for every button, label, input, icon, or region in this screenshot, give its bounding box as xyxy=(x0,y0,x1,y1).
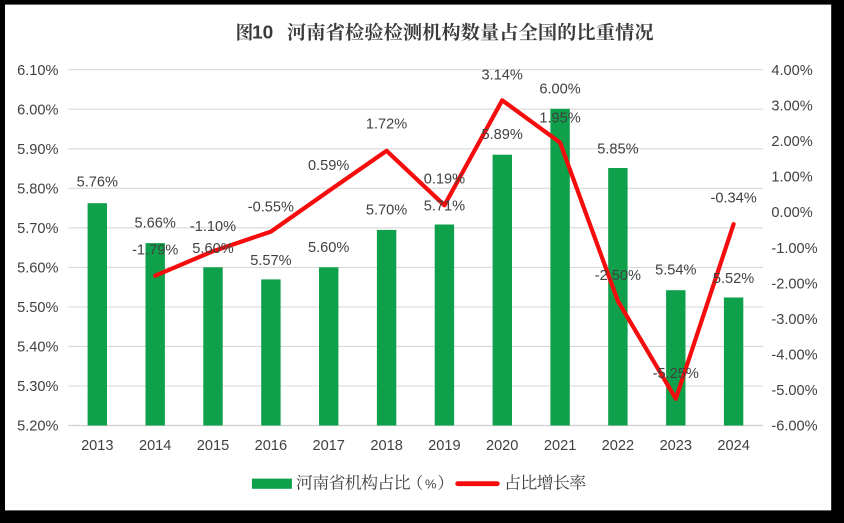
svg-text:5.76%: 5.76% xyxy=(77,175,118,191)
svg-text:-2.00%: -2.00% xyxy=(771,276,817,292)
svg-text:5.70%: 5.70% xyxy=(17,221,58,237)
svg-text:2013: 2013 xyxy=(81,438,113,454)
svg-text:-2.50%: -2.50% xyxy=(595,268,641,284)
svg-text:5.71%: 5.71% xyxy=(424,199,465,215)
svg-text:2019: 2019 xyxy=(428,438,460,454)
svg-text:0.19%: 0.19% xyxy=(424,172,465,188)
svg-text:0.00%: 0.00% xyxy=(771,205,812,221)
svg-text:5.40%: 5.40% xyxy=(17,340,58,356)
svg-text:2023: 2023 xyxy=(660,438,692,454)
svg-text:2015: 2015 xyxy=(197,438,229,454)
svg-text:6.00%: 6.00% xyxy=(17,102,58,118)
svg-text:5.80%: 5.80% xyxy=(17,182,58,198)
svg-text:10: 10 xyxy=(252,22,273,43)
svg-text:1.72%: 1.72% xyxy=(366,117,407,133)
svg-text:6.00%: 6.00% xyxy=(539,82,580,98)
svg-text:5.60%: 5.60% xyxy=(308,240,349,256)
svg-text:2014: 2014 xyxy=(139,438,171,454)
svg-text:%: % xyxy=(425,477,436,492)
svg-text:-0.55%: -0.55% xyxy=(248,200,294,216)
svg-text:5.57%: 5.57% xyxy=(250,253,291,269)
svg-text:-1.00%: -1.00% xyxy=(771,241,817,257)
svg-text:-5.00%: -5.00% xyxy=(771,383,817,399)
svg-text:3.00%: 3.00% xyxy=(771,99,812,115)
svg-text:5.20%: 5.20% xyxy=(17,419,58,435)
svg-text:-1.79%: -1.79% xyxy=(132,243,178,259)
svg-text:-1.10%: -1.10% xyxy=(190,219,236,235)
svg-text:2017: 2017 xyxy=(312,438,344,454)
svg-text:2.00%: 2.00% xyxy=(771,134,812,150)
svg-text:2024: 2024 xyxy=(717,438,749,454)
svg-text:0.59%: 0.59% xyxy=(308,158,349,174)
svg-text:5.30%: 5.30% xyxy=(17,379,58,395)
svg-text:-5.25%: -5.25% xyxy=(653,366,699,382)
svg-text:5.60%: 5.60% xyxy=(192,241,233,257)
svg-text:6.10%: 6.10% xyxy=(17,63,58,79)
svg-text:1.95%: 1.95% xyxy=(539,111,580,127)
svg-text:3.14%: 3.14% xyxy=(482,67,523,83)
svg-text:5.60%: 5.60% xyxy=(17,261,58,277)
svg-text:5.85%: 5.85% xyxy=(597,141,638,157)
svg-text:5.90%: 5.90% xyxy=(17,142,58,158)
svg-text:2021: 2021 xyxy=(544,438,576,454)
svg-text:5.66%: 5.66% xyxy=(135,216,176,232)
svg-text:-3.00%: -3.00% xyxy=(771,312,817,328)
svg-text:-0.34%: -0.34% xyxy=(710,190,756,206)
svg-text:5.50%: 5.50% xyxy=(17,300,58,316)
svg-text:2018: 2018 xyxy=(370,438,402,454)
svg-text:2020: 2020 xyxy=(486,438,518,454)
svg-text:-6.00%: -6.00% xyxy=(771,419,817,435)
svg-text:5.52%: 5.52% xyxy=(713,271,754,287)
svg-text:5.89%: 5.89% xyxy=(482,127,523,143)
svg-text:4.00%: 4.00% xyxy=(771,63,812,79)
svg-text:-4.00%: -4.00% xyxy=(771,348,817,364)
svg-text:1.00%: 1.00% xyxy=(771,170,812,186)
svg-text:5.70%: 5.70% xyxy=(366,203,407,219)
svg-text:5.54%: 5.54% xyxy=(655,263,696,279)
svg-text:2022: 2022 xyxy=(602,438,634,454)
svg-text:2016: 2016 xyxy=(255,438,287,454)
